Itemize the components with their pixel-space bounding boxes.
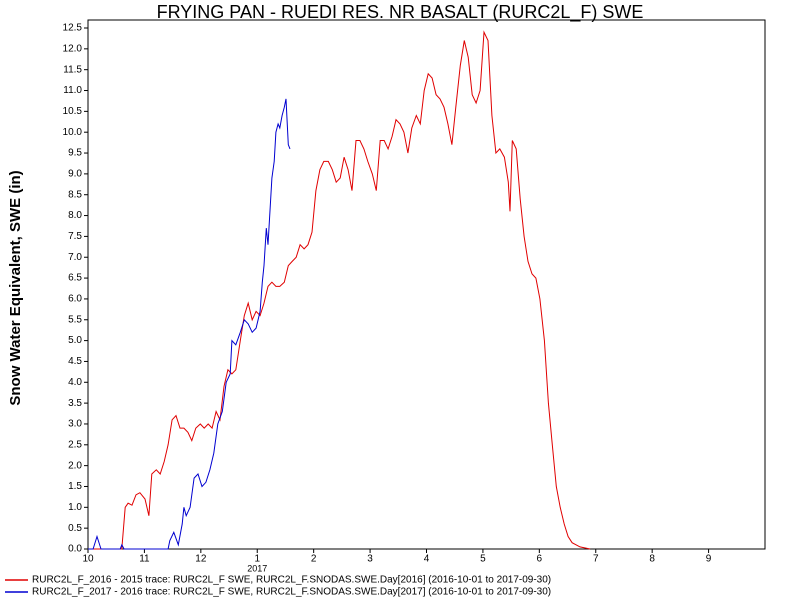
y-tick-label: 5.5 [68,314,82,325]
x-tick-label: 7 [593,554,599,565]
y-tick-label: 8.5 [68,189,82,200]
y-tick-label: 6.0 [68,294,82,305]
y-tick-label: 8.0 [68,210,82,221]
x-tick-label: 2 [311,554,317,565]
y-tick-label: 5.0 [68,335,82,346]
series-line [88,98,291,550]
y-tick-label: 9.0 [68,169,82,180]
y-tick-label: 0.5 [68,523,82,534]
y-tick-label: 2.5 [68,439,82,450]
series-line [88,30,591,550]
y-tick-label: 4.5 [68,356,82,367]
plot-frame [87,19,766,550]
x-annotation: 2017 [247,563,267,573]
y-tick-label: 6.5 [68,273,82,284]
y-tick-label: 12.0 [63,43,83,54]
x-tick-label: 8 [649,554,655,565]
y-tick-label: 12.5 [63,23,83,34]
y-tick-label: 10.0 [63,127,83,138]
y-tick-label: 7.0 [68,252,82,263]
y-axis-label: Snow Water Equivalent, SWE (in) [7,170,24,405]
chart-title: FRYING PAN - RUEDI RES. NR BASALT (RURC2… [157,2,644,23]
y-tick-label: 11.5 [63,64,82,75]
y-tick-label: 0.0 [68,544,82,555]
y-tick-label: 2.0 [68,460,82,471]
y-tick-label: 10.5 [63,106,83,117]
x-tick-label: 12 [195,554,207,565]
x-tick-label: 3 [367,554,373,565]
y-tick-label: 7.5 [68,231,82,242]
y-tick-label: 3.5 [68,398,82,409]
x-tick-label: 6 [537,554,543,565]
x-tick-label: 5 [480,554,486,565]
x-tick-label: 4 [424,554,430,565]
x-tick-label: 9 [706,554,712,565]
y-tick-label: 3.0 [68,419,82,430]
x-tick-label: 10 [82,554,94,565]
y-tick-label: 1.0 [68,502,82,513]
y-tick-label: 1.5 [68,481,82,492]
y-tick-label: 11.0 [63,85,82,96]
x-tick-label: 11 [139,554,150,565]
legend-label: RURC2L_F_2016 - 2015 trace: RURC2L_F SWE… [32,575,551,586]
y-tick-label: 4.0 [68,377,82,388]
legend-label: RURC2L_F_2017 - 2016 trace: RURC2L_F SWE… [32,587,551,598]
y-tick-label: 9.5 [68,148,82,159]
x-tick-label: 1 [254,554,260,565]
